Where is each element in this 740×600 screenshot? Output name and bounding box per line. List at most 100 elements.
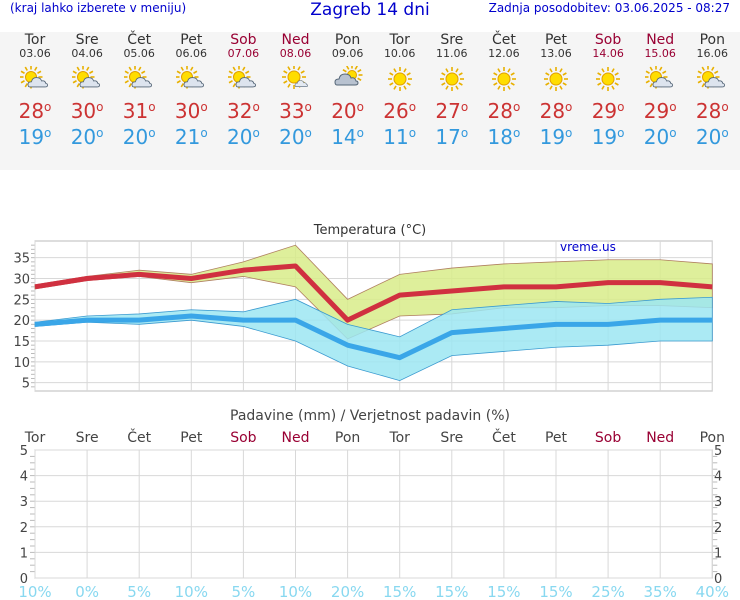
- min-temperature: 19o: [539, 125, 573, 149]
- temperature-tick-label: 15: [13, 335, 30, 350]
- day-date: 03.06: [19, 47, 51, 60]
- day-name: Pon: [334, 32, 361, 48]
- temperature-tick-label: 30: [13, 273, 30, 288]
- sun-cloud-icon: [176, 66, 205, 89]
- sun-cloud-icon: [124, 66, 153, 89]
- sun-icon: [387, 67, 412, 91]
- day-name: Ned: [646, 32, 675, 48]
- max-temperature: 20o: [331, 99, 364, 123]
- precipitation-plot-area: [34, 449, 713, 579]
- day-column: Sre 11.06 27o 17o: [426, 32, 478, 148]
- day-name: Tor: [24, 32, 46, 48]
- max-temperature: 26o: [383, 99, 417, 123]
- day-date: 06.06: [175, 47, 208, 60]
- precipitation-tick-label-right: 4: [714, 470, 722, 485]
- temperature-tick-label: 10: [13, 356, 30, 371]
- day-date: 09.06: [331, 47, 364, 60]
- sun-icon: [491, 67, 516, 91]
- temperature-tick-label: 35: [13, 252, 30, 267]
- precipitation-tick-label-left: 3: [20, 495, 28, 510]
- temperature-tick-label: 25: [13, 293, 30, 308]
- min-temperature: 18o: [487, 125, 521, 149]
- day-date: 14.06: [592, 47, 624, 60]
- precipitation-tick-label-right: 1: [714, 546, 722, 561]
- day-column: Pet 06.06 30o 21o: [165, 32, 217, 148]
- max-temperature: 28o: [539, 99, 573, 123]
- precipitation-day-label: Sre: [76, 430, 99, 446]
- day-name: Pet: [544, 32, 568, 48]
- day-date: 07.06: [227, 47, 260, 60]
- max-temperature-line: [34, 263, 713, 323]
- day-date: 10.06: [383, 47, 416, 60]
- day-date: 12.06: [488, 47, 520, 60]
- day-name: Sob: [594, 32, 622, 48]
- min-temperature: 17o: [435, 125, 469, 149]
- sun-icon: [439, 67, 464, 91]
- day-strip: Tor 03.06 28o 19o Sre 04.06 30o 20o Čet 05.06 31o 2…: [0, 32, 740, 170]
- precipitation-probability-label: 25%: [591, 583, 624, 600]
- precipitation-probability-label: 5%: [232, 583, 256, 600]
- min-temperature: 19o: [18, 125, 52, 149]
- temperature-tick-label: 20: [13, 314, 30, 329]
- temperature-tick-label: 5: [22, 377, 30, 392]
- sun-cloud-icon: [645, 66, 674, 89]
- day-column: Pet 13.06 28o 19o: [530, 32, 582, 148]
- day-column: Sob 14.06 29o 19o: [582, 32, 634, 148]
- day-name: Pet: [180, 32, 203, 48]
- sun-cloud-icon: [697, 66, 726, 89]
- precipitation-tick-label-right: 5: [714, 444, 722, 459]
- precipitation-day-label: Tor: [388, 430, 410, 446]
- last-updated: Zadnja posodobitev: 03.06.2025 - 08:27: [488, 1, 730, 15]
- precipitation-probability-label: 10%: [18, 583, 51, 600]
- precipitation-probability-label: 15%: [487, 583, 520, 600]
- max-temperature: 30o: [174, 99, 208, 123]
- day-column: Tor 03.06 28o 19o: [9, 32, 61, 148]
- precipitation-probability-label: 40%: [696, 583, 729, 600]
- precipitation-probability-label: 20%: [331, 583, 364, 600]
- menu-hint: (kraj lahko izberete v meniju): [10, 1, 187, 15]
- day-column: Ned 08.06 33o 20o: [270, 32, 322, 148]
- min-temperature: 20o: [279, 125, 312, 149]
- day-name: Ned: [281, 32, 310, 48]
- max-temperature: 28o: [487, 99, 521, 123]
- cloud-sun-icon: [334, 66, 363, 86]
- precipitation-tick-label-right: 2: [714, 521, 722, 536]
- min-temperature: 20o: [643, 125, 677, 149]
- min-temperature: 14o: [331, 125, 364, 149]
- day-name: Pon: [699, 32, 725, 48]
- precipitation-day-label: Pet: [180, 430, 203, 446]
- day-name: Sre: [75, 32, 99, 48]
- precipitation-probability-label: 15%: [539, 583, 572, 600]
- precipitation-tick-label-right: 3: [714, 495, 722, 510]
- precipitation-day-label: Sob: [230, 430, 256, 446]
- precipitation-day-label: Pet: [545, 430, 568, 446]
- sun-icon: [544, 67, 568, 91]
- day-column: Sob 07.06 32o 20o: [217, 32, 269, 148]
- min-temperature: 20o: [695, 125, 729, 149]
- precipitation-tick-label-right: 0: [714, 572, 722, 587]
- max-temperature: 29o: [591, 99, 625, 123]
- max-temperature: 29o: [643, 99, 677, 123]
- precipitation-tick-label-left: 1: [20, 546, 28, 561]
- min-temperature: 19o: [591, 125, 625, 149]
- day-column: Čet 12.06 28o 18o: [478, 32, 530, 148]
- sun-cloud-icon: [228, 66, 257, 89]
- precipitation-day-label: Čet: [127, 428, 151, 446]
- sun-cloud-icon: [20, 66, 48, 89]
- page-title: Zagreb 14 dni: [310, 0, 430, 20]
- max-temperature: 27o: [435, 99, 469, 123]
- precipitation-probability-label: 0%: [75, 583, 99, 600]
- day-date: 15.06: [644, 47, 676, 60]
- day-date: 13.06: [540, 47, 572, 60]
- day-date: 08.06: [279, 47, 312, 60]
- max-temperature: 32o: [226, 99, 260, 123]
- day-column: Ned 15.06 29o 20o: [634, 32, 686, 148]
- min-temperature: 11o: [383, 125, 417, 149]
- precipitation-probability-label: 5%: [127, 583, 151, 600]
- watermark: vreme.us: [560, 240, 616, 254]
- precipitation-day-label: Ned: [282, 430, 310, 446]
- day-column: Pon 09.06 20o 14o: [322, 32, 374, 148]
- precipitation-tick-label-left: 0: [20, 572, 28, 587]
- day-date: 16.06: [696, 47, 729, 60]
- precipitation-probability-label: 10%: [175, 583, 208, 600]
